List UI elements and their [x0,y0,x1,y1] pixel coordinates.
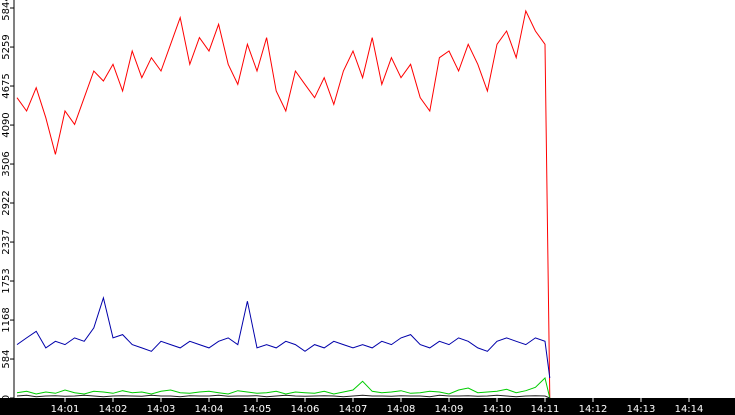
x-tick-label: 14:08 [387,404,416,415]
x-tick-label: 14:13 [627,404,656,415]
y-tick-label: 2922 [1,190,12,215]
x-tick-label: 14:14 [675,404,704,415]
x-tick-label: 14:02 [99,404,128,415]
y-tick-label: 1168 [1,307,12,332]
x-tick-label: 14:03 [147,404,176,415]
y-tick-label: 2337 [1,229,12,254]
x-tick-label: 14:10 [483,404,512,415]
series-line [16,9,551,399]
x-tick-label: 14:04 [195,404,224,415]
x-tick-label: 14:05 [243,404,272,415]
y-tick-label: 4675 [1,73,12,98]
x-tick-label: 14:09 [435,404,464,415]
x-tick-label: 14:07 [339,404,368,415]
x-tick-label: 14:06 [291,404,320,415]
y-tick-label: 3506 [1,151,12,176]
x-tick-label: 14:12 [579,404,608,415]
series-line [16,296,551,379]
y-tick-label: 584 [1,349,12,368]
x-axis-bar [0,398,735,415]
y-tick-label: 0 [1,395,12,401]
x-tick-label: 14:01 [51,404,80,415]
y-tick-label: 1753 [1,268,12,293]
y-tick-label: 5844 [1,0,12,21]
y-tick-label: 4090 [1,112,12,137]
series-line [16,377,551,399]
series-line [16,394,550,399]
x-tick-label: 14:11 [531,404,560,415]
y-tick-label: 5259 [1,34,12,59]
